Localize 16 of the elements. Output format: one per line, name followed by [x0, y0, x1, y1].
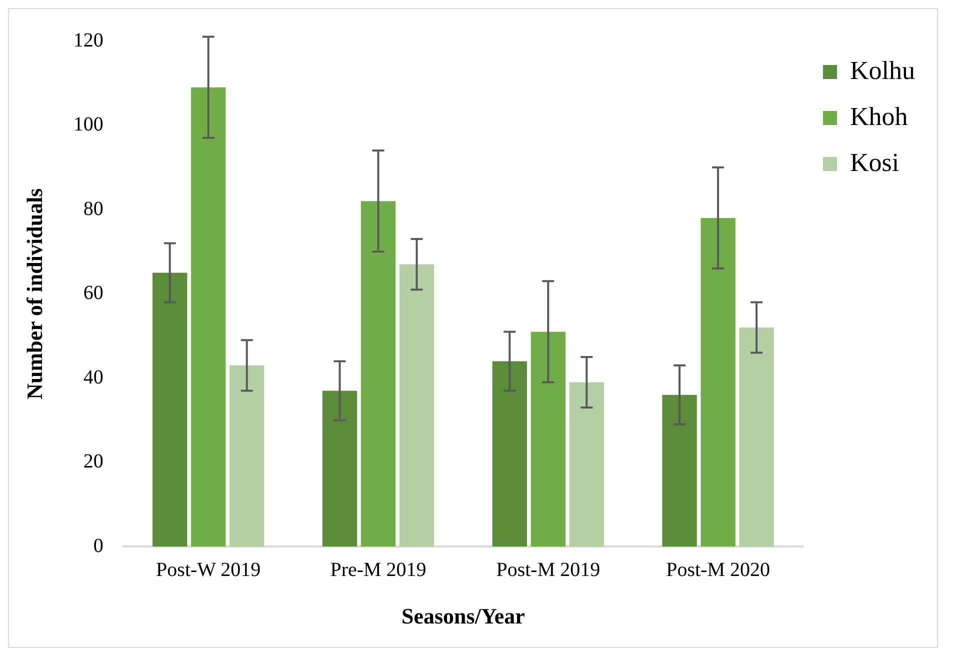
- x-tick-label: Post-W 2019: [156, 558, 261, 581]
- y-tick-label: 20: [83, 450, 104, 473]
- x-tick-label: Pre-M 2019: [330, 558, 426, 581]
- legend-label: Kosi: [850, 148, 900, 177]
- x-axis-title: Seasons/Year: [401, 603, 526, 628]
- y-tick-label: 100: [73, 114, 104, 136]
- legend-label: Khoh: [850, 102, 908, 131]
- y-axis-title: Number of individuals: [22, 188, 47, 400]
- y-tick-label: 120: [73, 29, 104, 52]
- y-tick-label: 80: [83, 198, 104, 220]
- legend-label: Kolhu: [850, 56, 915, 85]
- x-tick-label: Post-M 2019: [496, 558, 600, 581]
- y-tick-label: 0: [93, 534, 104, 557]
- y-tick-label: 40: [83, 366, 104, 388]
- y-tick-label: 60: [83, 282, 104, 304]
- x-tick-label: Post-M 2020: [666, 558, 770, 581]
